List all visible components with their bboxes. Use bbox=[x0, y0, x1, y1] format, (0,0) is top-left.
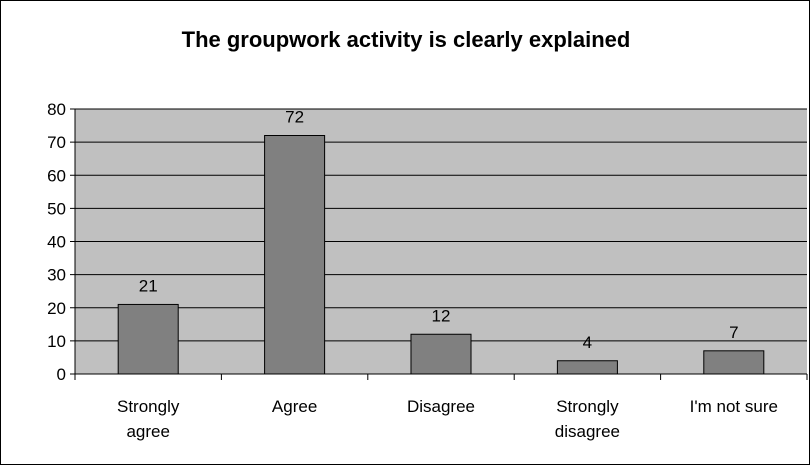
category-label: Agree bbox=[272, 397, 317, 416]
category-label-line: Strongly bbox=[117, 397, 180, 416]
category-label-line: Agree bbox=[272, 397, 317, 416]
data-label: 7 bbox=[729, 323, 738, 342]
bar bbox=[117, 303, 179, 375]
category-label: Strongly agree bbox=[117, 397, 180, 441]
y-tick-label: 50 bbox=[47, 199, 66, 218]
category-label-line: disagree bbox=[555, 422, 620, 441]
bar bbox=[264, 135, 326, 375]
y-tick-label: 10 bbox=[47, 332, 66, 351]
bar bbox=[556, 360, 618, 375]
y-tick-label: 40 bbox=[47, 233, 66, 252]
data-label: 4 bbox=[583, 333, 592, 352]
data-label: 21 bbox=[139, 276, 158, 295]
category-label-line: agree bbox=[126, 422, 169, 441]
bar bbox=[703, 350, 765, 375]
bar bbox=[410, 333, 472, 375]
y-tick-label: 80 bbox=[47, 100, 66, 119]
category-label-line: Strongly bbox=[556, 397, 619, 416]
y-tick-label: 0 bbox=[57, 365, 66, 384]
category-label-line: Disagree bbox=[407, 397, 475, 416]
y-tick-label: 60 bbox=[47, 166, 66, 185]
chart-title: The groupwork activity is clearly explai… bbox=[181, 27, 631, 52]
data-label: 72 bbox=[285, 108, 304, 127]
category-label: I'm not sure bbox=[690, 397, 778, 416]
category-label: Strongly disagree bbox=[555, 397, 620, 441]
y-tick-label: 70 bbox=[47, 133, 66, 152]
category-label: Disagree bbox=[407, 397, 475, 416]
data-label: 12 bbox=[432, 306, 451, 325]
category-label-line: I'm not sure bbox=[690, 397, 778, 416]
y-tick-label: 20 bbox=[47, 299, 66, 318]
y-tick-label: 30 bbox=[47, 266, 66, 285]
